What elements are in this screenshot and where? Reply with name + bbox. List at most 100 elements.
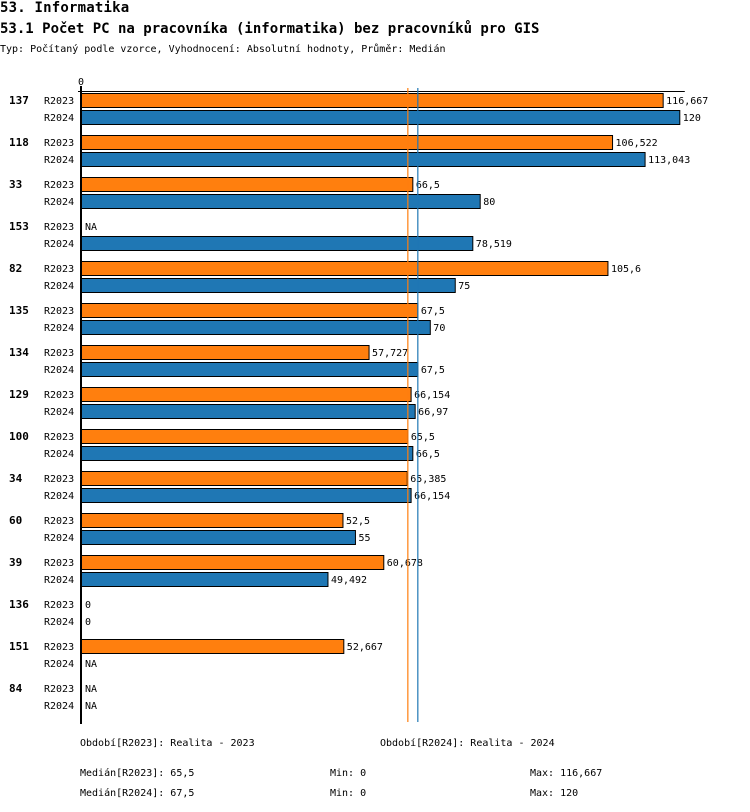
value-label: 67,5 <box>421 365 445 376</box>
series-label: R2024 <box>44 575 74 586</box>
bar-r2024 <box>80 404 416 419</box>
median-r2024: Medián[R2024]: 67,5 <box>80 788 195 799</box>
bar-r2023 <box>80 513 344 528</box>
value-label: 75 <box>458 281 470 292</box>
value-label: 52,667 <box>347 642 383 653</box>
series-label: R2023 <box>44 642 74 653</box>
value-label: 66,154 <box>414 491 450 502</box>
series-label: R2023 <box>44 684 74 695</box>
chart-title: 53.1 Počet PC na pracovníka (informatika… <box>0 21 540 37</box>
value-label: NA <box>85 701 97 712</box>
bar-r2024 <box>80 530 356 545</box>
series-label: R2023 <box>44 558 74 569</box>
bar-r2024 <box>80 362 419 377</box>
series-label: R2024 <box>44 239 74 250</box>
max-r2023: Max: 116,667 <box>530 768 603 779</box>
max-r2024: Max: 120 <box>530 788 579 799</box>
series-label: R2024 <box>44 617 74 628</box>
bar-r2023 <box>80 177 414 192</box>
series-label: R2024 <box>44 701 74 712</box>
series-label: R2023 <box>44 474 74 485</box>
median-r2023: Medián[R2023]: 65,5 <box>80 768 195 779</box>
bar-r2023 <box>80 93 664 108</box>
series-label: R2024 <box>44 365 74 376</box>
series-label: R2023 <box>44 138 74 149</box>
legend-period-r2023: Období[R2023]: Realita - 2023 <box>80 738 255 749</box>
category-label: 135 <box>9 304 29 317</box>
series-label: R2024 <box>44 407 74 418</box>
series-label: R2023 <box>44 600 74 611</box>
value-label: 57,727 <box>372 348 408 359</box>
section-heading: 53. Informatika <box>0 0 130 16</box>
category-label: 153 <box>9 220 29 233</box>
value-label: 120 <box>683 113 701 124</box>
bar-r2023 <box>80 555 385 570</box>
series-label: R2024 <box>44 449 74 460</box>
series-label: R2023 <box>44 222 74 233</box>
category-label: 134 <box>9 346 29 359</box>
bar-r2024 <box>80 110 681 125</box>
category-label: 100 <box>9 430 29 443</box>
bar-r2023 <box>80 471 408 486</box>
category-label: 39 <box>9 556 22 569</box>
value-label: 0 <box>85 600 91 611</box>
category-label: 137 <box>9 94 29 107</box>
value-label: 113,043 <box>648 155 690 166</box>
category-label: 129 <box>9 388 29 401</box>
chart-subtitle: Typ: Počítaný podle vzorce, Vyhodnocení:… <box>0 44 446 55</box>
value-label: 80 <box>483 197 495 208</box>
value-label: NA <box>85 222 97 233</box>
series-label: R2023 <box>44 390 74 401</box>
value-label: 49,492 <box>331 575 367 586</box>
series-label: R2024 <box>44 491 74 502</box>
category-label: 84 <box>9 682 23 695</box>
x-tick-label: 0 <box>78 77 84 88</box>
category-label: 33 <box>9 178 22 191</box>
category-label: 136 <box>9 598 29 611</box>
series-label: R2023 <box>44 516 74 527</box>
value-label: 105,6 <box>611 264 641 275</box>
value-label: 55 <box>358 533 370 544</box>
value-label: NA <box>85 684 97 695</box>
value-label: 78,519 <box>476 239 512 250</box>
series-label: R2023 <box>44 264 74 275</box>
category-label: 82 <box>9 262 22 275</box>
series-label: R2024 <box>44 113 74 124</box>
value-label: NA <box>85 659 97 670</box>
bar-chart: 0 137 R2023 116,667 R2024 120 118 R2023 106,522 R… <box>9 77 708 724</box>
bar-r2024 <box>80 320 431 335</box>
value-label: 65,5 <box>411 432 435 443</box>
series-label: R2023 <box>44 96 74 107</box>
series-label: R2024 <box>44 155 74 166</box>
bar-r2024 <box>80 236 474 251</box>
series-label: R2023 <box>44 348 74 359</box>
value-label: 116,667 <box>666 96 708 107</box>
value-label: 66,5 <box>416 180 440 191</box>
bar-r2024 <box>80 278 456 293</box>
category-label: 60 <box>9 514 22 527</box>
bar-r2023 <box>80 261 609 276</box>
value-label: 66,97 <box>418 407 448 418</box>
value-label: 106,522 <box>616 138 658 149</box>
bar-r2024 <box>80 152 646 167</box>
value-label: 67,5 <box>421 306 445 317</box>
bar-r2023 <box>80 639 345 654</box>
bar-r2023 <box>80 387 412 402</box>
series-label: R2024 <box>44 281 74 292</box>
series-label: R2023 <box>44 432 74 443</box>
bar-r2024 <box>80 446 414 461</box>
series-label: R2023 <box>44 180 74 191</box>
series-label: R2024 <box>44 659 74 670</box>
series-label: R2024 <box>44 197 74 208</box>
value-label: 65,385 <box>410 474 446 485</box>
value-label: 60,678 <box>387 558 423 569</box>
series-label: R2024 <box>44 533 74 544</box>
bar-r2024 <box>80 488 412 503</box>
min-r2023: Min: 0 <box>330 768 367 779</box>
category-label: 118 <box>9 136 29 149</box>
min-r2024: Min: 0 <box>330 788 367 799</box>
value-label: 66,154 <box>414 390 450 401</box>
bar-r2024 <box>80 194 481 209</box>
bar-r2023 <box>80 345 370 360</box>
category-label: 34 <box>9 472 23 485</box>
